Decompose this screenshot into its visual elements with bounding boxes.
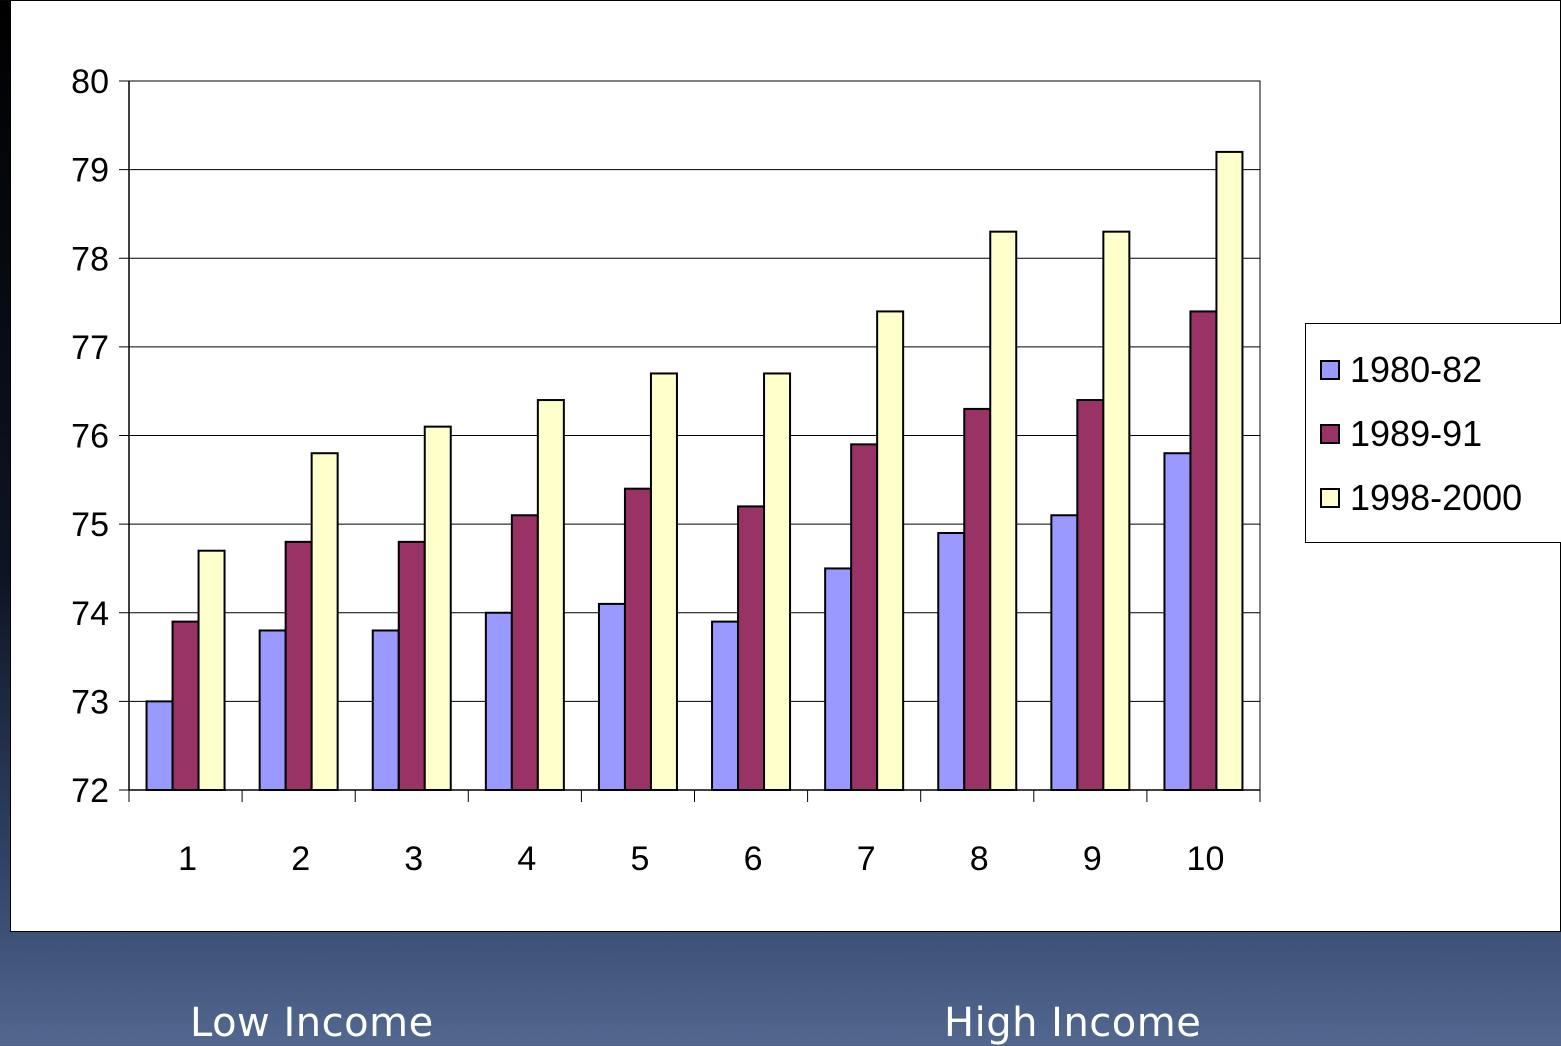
x-tick-label: 1 <box>178 840 197 878</box>
bar-series-1 <box>258 629 287 791</box>
bar-series-3 <box>423 425 452 791</box>
y-tick-label: 80 <box>71 63 109 101</box>
bar-series-2 <box>510 514 539 791</box>
chart-panel: 72 73 74 75 76 77 78 79 80 1 2 3 4 5 6 7 8 9 10 1980-82 19… <box>10 0 1561 932</box>
legend-label-series-3: 1998-2000 <box>1350 477 1523 518</box>
legend-swatch-series-3 <box>1320 488 1340 508</box>
x-tick-label: 2 <box>291 840 310 878</box>
x-tick-label: 3 <box>404 840 423 878</box>
bar-series-1 <box>371 629 400 791</box>
legend-label-series-2: 1989-91 <box>1350 413 1483 454</box>
chart-legend: 1980-82 1989-91 1998-2000 <box>1305 323 1561 543</box>
x-tick-label: 10 <box>1187 840 1225 878</box>
legend-label-series-1: 1980-82 <box>1350 349 1483 390</box>
bar-series-3 <box>310 452 339 791</box>
y-tick-label: 78 <box>71 240 109 278</box>
bar-series-2 <box>623 487 652 791</box>
bar-series-3 <box>536 399 565 791</box>
bar-series-3 <box>989 230 1018 792</box>
y-tick-label: 76 <box>71 418 109 456</box>
legend-swatch-series-2 <box>1320 424 1340 444</box>
x-tick-label: 6 <box>744 840 763 878</box>
legend-item-series-1: 1980-82 <box>1306 338 1561 402</box>
x-tick-label: 8 <box>970 840 989 878</box>
bar-series-2 <box>1076 399 1105 791</box>
bar-series-3 <box>197 549 226 792</box>
bar-series-1 <box>1163 452 1192 791</box>
bar-series-1 <box>1050 514 1079 791</box>
bar-series-3 <box>649 372 678 791</box>
bar-series-1 <box>937 531 966 791</box>
bar-series-1 <box>711 620 740 791</box>
bar-series-2 <box>171 620 200 791</box>
bar-series-3 <box>763 372 792 791</box>
legend-swatch-series-1 <box>1320 360 1340 380</box>
y-tick-label: 73 <box>71 683 109 721</box>
x-tick-label: 7 <box>857 840 876 878</box>
y-tick-label: 75 <box>71 506 109 544</box>
bar-series-1 <box>484 611 513 791</box>
bar-series-3 <box>876 310 905 791</box>
bar-series-1 <box>824 567 853 791</box>
legend-item-series-3: 1998-2000 <box>1306 466 1561 530</box>
bar-series-2 <box>963 407 992 791</box>
y-tick-label: 72 <box>71 772 109 810</box>
bar-series-2 <box>397 540 426 791</box>
bar-series-3 <box>1215 150 1244 791</box>
bar-series-1 <box>597 602 626 792</box>
high-income-label: High Income <box>944 1000 1202 1046</box>
bar-series-2 <box>850 443 879 791</box>
bar-series-3 <box>1102 230 1131 792</box>
x-tick-label: 5 <box>630 840 649 878</box>
bar-series-2 <box>284 540 313 791</box>
bar-series-1 <box>145 700 174 791</box>
y-tick-label: 74 <box>71 595 109 633</box>
x-tick-label: 9 <box>1083 840 1102 878</box>
x-tick-label: 4 <box>517 840 536 878</box>
bar-series-2 <box>737 505 766 791</box>
legend-item-series-2: 1989-91 <box>1306 402 1561 466</box>
low-income-label: Low Income <box>190 1000 434 1046</box>
bar-series-2 <box>1189 310 1218 791</box>
y-tick-label: 79 <box>71 152 109 190</box>
y-tick-label: 77 <box>71 329 109 367</box>
